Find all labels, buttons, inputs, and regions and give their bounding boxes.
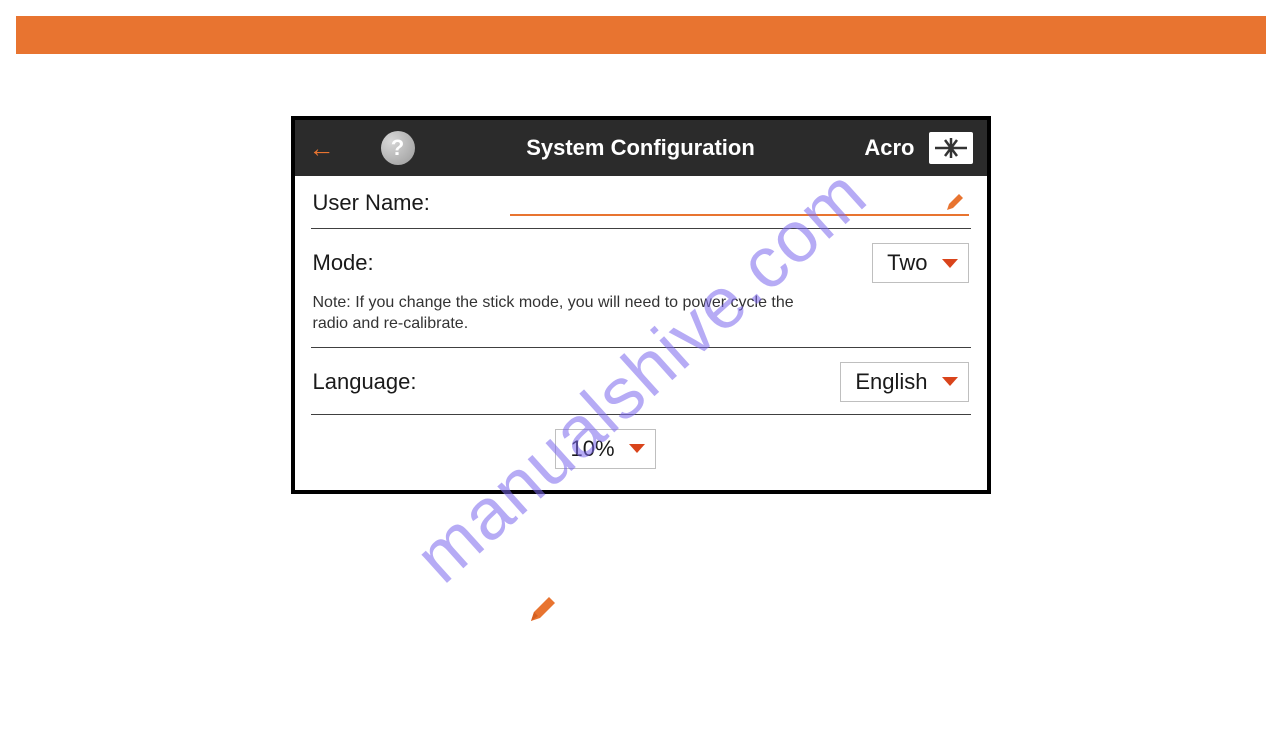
page-accent-bar: [16, 16, 1266, 54]
language-value: English: [855, 369, 927, 395]
help-button[interactable]: ?: [381, 131, 415, 165]
page-title: System Configuration: [526, 135, 755, 161]
username-row: User Name:: [311, 176, 971, 229]
chevron-down-icon: [942, 377, 958, 386]
username-input[interactable]: [510, 190, 969, 216]
titlebar: ← ? System Configuration Acro: [295, 120, 987, 176]
chevron-down-icon: [942, 259, 958, 268]
model-type-label: Acro: [864, 135, 914, 161]
language-label: Language:: [313, 369, 417, 395]
username-label: User Name:: [313, 190, 430, 216]
airplane-icon: [933, 136, 969, 160]
model-type-icon[interactable]: [929, 132, 973, 164]
settings-content: User Name: Mode: Two Note: If you change…: [295, 176, 987, 481]
language-dropdown[interactable]: English: [840, 362, 968, 402]
back-button[interactable]: ←: [309, 135, 335, 161]
edit-icon: [528, 594, 558, 624]
mode-label: Mode:: [313, 250, 374, 276]
mode-row: Mode: Two Note: If you change the stick …: [311, 229, 971, 348]
mode-dropdown[interactable]: Two: [872, 243, 968, 283]
percent-value: 10%: [570, 436, 614, 462]
device-screenshot: ← ? System Configuration Acro User Name:…: [291, 116, 991, 494]
mode-value: Two: [887, 250, 927, 276]
percent-dropdown[interactable]: 10%: [555, 429, 655, 469]
language-row: Language: English: [311, 348, 971, 415]
partial-row: 10%: [311, 415, 971, 481]
edit-icon: [945, 192, 965, 212]
chevron-down-icon: [629, 444, 645, 453]
mode-note: Note: If you change the stick mode, you …: [313, 293, 833, 335]
